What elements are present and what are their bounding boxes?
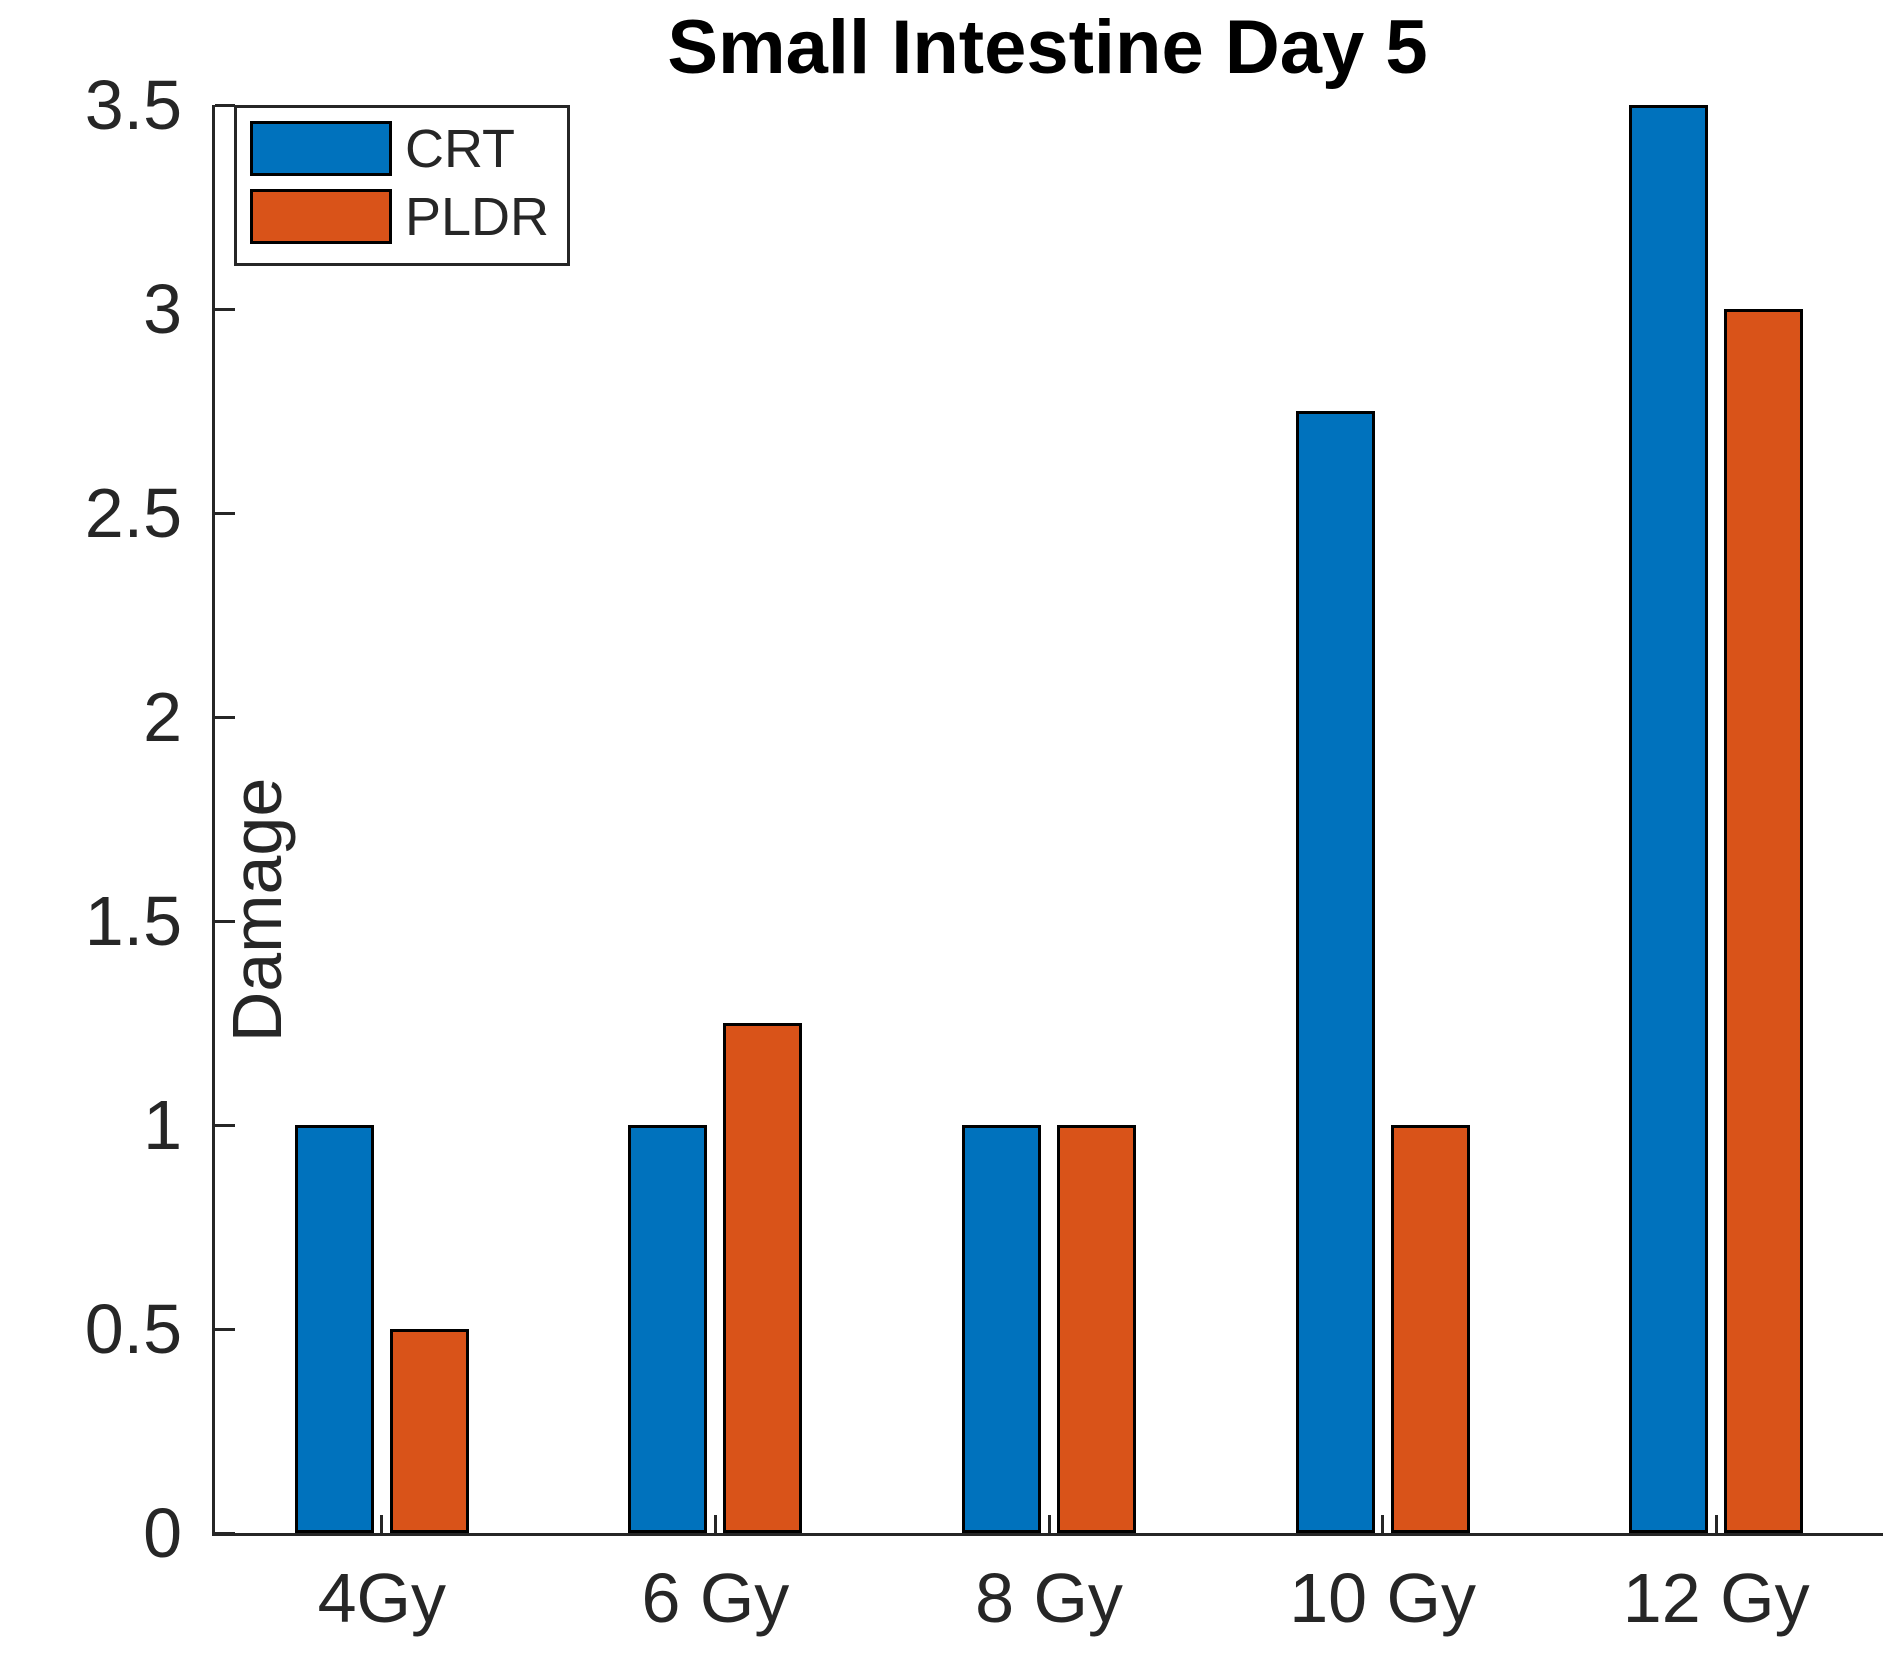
x-tick-label: 6 Gy (641, 1559, 790, 1637)
x-tick-label: 10 Gy (1289, 1559, 1476, 1637)
plot-area: Damage CRT PLDR 0 0.5 1 1.5 2 2.5 3 3.5 4Gy 6 Gy 8… (85, 66, 1883, 1637)
y-tick-label: 2 (143, 678, 182, 756)
bar-pldr-12gy (1724, 309, 1804, 1533)
x-tick (1047, 1515, 1051, 1533)
y-tick (215, 103, 235, 107)
x-tick (380, 1515, 384, 1533)
legend-item-pldr: PLDR (250, 189, 567, 244)
bar-pldr-6gy (723, 1023, 803, 1533)
y-tick-label: 1.5 (84, 882, 182, 960)
y-tick-label: 3.5 (84, 66, 182, 144)
bar-crt-12gy (1629, 105, 1709, 1533)
x-tick (1714, 1515, 1718, 1533)
x-tick (713, 1515, 717, 1533)
x-tick-label: 8 Gy (975, 1559, 1123, 1637)
y-tick-label: 0.5 (84, 1290, 182, 1368)
y-tick (215, 307, 235, 311)
x-tick-label: 12 Gy (1622, 1559, 1810, 1637)
y-tick-label: 2.5 (84, 474, 182, 552)
legend: CRT PLDR (234, 105, 570, 266)
y-tick (215, 511, 235, 515)
x-tick-label: 4Gy (317, 1559, 446, 1637)
y-axis-label: Damage (218, 777, 296, 1043)
legend-swatch-pldr (250, 189, 392, 244)
y-tick-label: 1 (143, 1086, 182, 1164)
bar-pldr-4gy (389, 1329, 469, 1533)
y-tick (215, 1123, 235, 1127)
y-tick-label: 3 (143, 270, 182, 348)
bar-crt-10gy (1295, 411, 1375, 1533)
y-tick (215, 1531, 235, 1535)
y-tick (215, 1327, 235, 1331)
bar-crt-6gy (628, 1125, 708, 1533)
bar-pldr-10gy (1390, 1125, 1470, 1533)
legend-label-pldr: PLDR (405, 186, 550, 247)
y-tick (215, 919, 235, 923)
x-tick (1381, 1515, 1385, 1533)
legend-label-crt: CRT (405, 118, 516, 179)
legend-item-crt: CRT (250, 121, 567, 176)
legend-swatch-crt (250, 121, 392, 176)
y-tick (215, 715, 235, 719)
bar-pldr-8gy (1057, 1125, 1136, 1533)
chart-title: Small Intestine Day 5 (667, 5, 1428, 90)
bar-crt-8gy (962, 1125, 1041, 1533)
bar-crt-4gy (294, 1125, 374, 1533)
y-tick-label: 0 (143, 1494, 182, 1572)
